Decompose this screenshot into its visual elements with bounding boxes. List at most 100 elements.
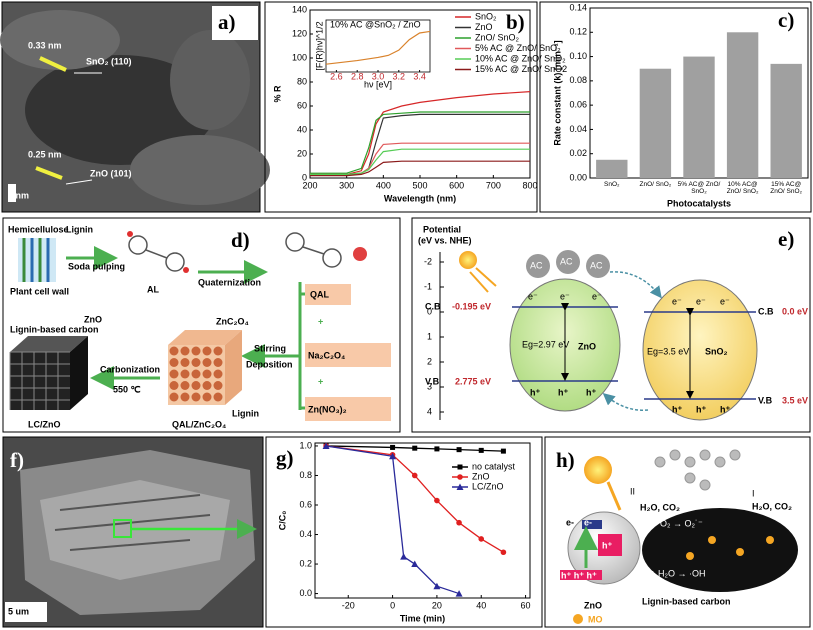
cube-face: [10, 336, 88, 352]
legend-label: ZnO/ SnO₂: [475, 32, 520, 42]
sphere: [191, 392, 201, 402]
x-tick-label: 800: [522, 180, 537, 190]
marker: [456, 483, 464, 490]
annotation: H₂O, CO₂: [640, 502, 680, 512]
annotation: Quaternization: [198, 277, 261, 287]
y-tick-label: 0.00: [569, 172, 587, 182]
sphere: [213, 358, 223, 367]
potential-tick-label: -2: [424, 256, 432, 266]
y-tick-label: 120: [292, 28, 307, 38]
band-gap: Eg=3.5 eV: [647, 346, 689, 356]
inset-x-tick-label: 2.6: [330, 71, 343, 81]
light-ray: [606, 481, 622, 511]
band-energy: 3.5 eV: [782, 395, 808, 405]
band-energy: 0.0 eV: [782, 306, 808, 316]
inset-line: [325, 30, 431, 65]
sphere: [191, 381, 201, 390]
panel-h: h) II I H₂O, CO₂ H₂O, CO₂ e- e- h⁺ h⁺ h⁺…: [544, 436, 811, 628]
hole: h⁺: [696, 404, 706, 414]
inset-frame: [325, 19, 431, 73]
tem-texture: [130, 135, 270, 205]
band-label: C.B: [425, 301, 441, 311]
panel-frame: [265, 436, 543, 628]
panel-label: b): [506, 10, 525, 34]
panel-label: g): [276, 446, 294, 470]
marker: [434, 497, 440, 504]
light-ray: [475, 267, 497, 287]
x-tick-label: 20: [432, 600, 442, 610]
atom: [669, 449, 681, 461]
transfer-arrow: [609, 271, 662, 299]
y-tick-label: 40: [297, 124, 307, 134]
y-tick-label: 0.2: [299, 558, 312, 568]
y-tick-label: 0.02: [569, 148, 587, 158]
bar: [596, 159, 628, 178]
marker: [478, 447, 484, 453]
annotation: AC: [560, 256, 573, 266]
bar: [770, 63, 802, 178]
annotation: ZnO: [84, 314, 102, 324]
bond: [145, 249, 168, 259]
sphere: [169, 358, 179, 367]
annotation: e-: [566, 517, 574, 527]
x-tick-label: SnO₂: [604, 181, 620, 188]
tem-texture: [0, 10, 120, 70]
annotation: H₂O, CO₂: [752, 501, 792, 511]
reaction: h⁺ + H₂O → ·OH: [638, 568, 706, 578]
annotation: e-: [584, 517, 592, 527]
y-axis-label: Rate constant (k) [min⁻¹]: [552, 40, 562, 145]
annotation: ZnC₂O₄: [216, 316, 249, 326]
potential-tick-label: 2: [427, 356, 432, 366]
x-axis-label: Time (min): [400, 613, 445, 623]
x-tick-label: -20: [342, 600, 355, 610]
sphere: [202, 369, 212, 379]
panel-label: d): [231, 228, 250, 252]
inset-x-tick-label: 3.0: [372, 71, 385, 81]
x-tick-label: 60: [521, 600, 531, 610]
annotation: Lignin: [66, 224, 93, 234]
electron: e⁻: [560, 291, 570, 301]
annotation: Carbonization: [100, 364, 160, 374]
sphere: [191, 369, 201, 379]
x-tick-label: 700: [486, 180, 501, 190]
hole-box: [598, 534, 622, 556]
line: [310, 142, 530, 175]
label-box: [5, 602, 47, 622]
band-label: C.B: [758, 306, 774, 316]
line: [310, 160, 530, 177]
marker: [478, 536, 485, 542]
annotation: Zn(NO₃)₂: [308, 404, 347, 414]
bar: [683, 56, 715, 179]
plus: +: [318, 316, 323, 326]
x-axis-label: Wavelength (nm): [384, 193, 456, 203]
legend-label: SnO₂: [475, 11, 497, 21]
band-label: V.B: [758, 395, 773, 405]
y-axis-label: % R: [272, 85, 282, 103]
sphere: [180, 346, 190, 356]
line: [325, 445, 460, 595]
reaction: e⁻ + O₂ → O₂˙⁻: [640, 518, 703, 528]
panel-label: h): [556, 448, 575, 472]
inset-x-tick-label: 3.4: [413, 71, 426, 81]
sno2-particle: [642, 279, 758, 421]
sphere: [191, 358, 201, 367]
x-tick-label: 400: [376, 180, 391, 190]
y-tick-label: 0.4: [299, 529, 312, 539]
annotation: Deposition: [246, 359, 293, 369]
molecule-qal: [285, 232, 367, 268]
pointer: [65, 179, 93, 185]
scale-bar-label: 5 um: [8, 606, 29, 616]
annotation: 0.25 nm: [28, 149, 62, 159]
atom: [699, 479, 711, 491]
panel-f: 5 um f): [2, 436, 264, 628]
plot-frame: [314, 442, 531, 599]
ac-particle: [526, 254, 550, 278]
label-box: [212, 6, 258, 40]
sphere: [169, 346, 179, 356]
atom: [183, 267, 189, 273]
panel-label: f): [10, 448, 24, 472]
atom: [684, 456, 696, 468]
material: SnO₂: [705, 346, 728, 356]
